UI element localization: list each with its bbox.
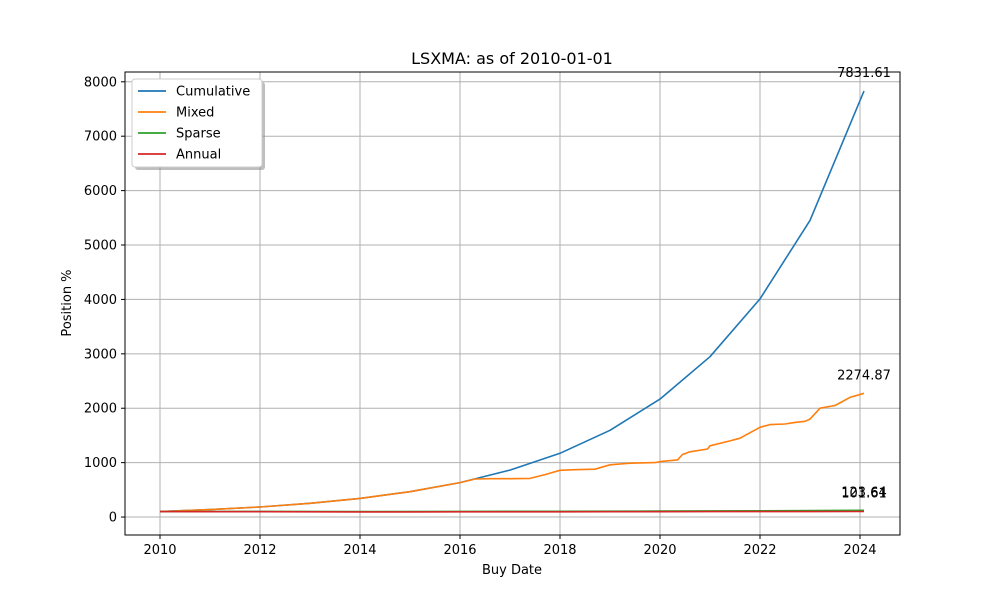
chart-title: LSXMA: as of 2010-01-01 bbox=[411, 49, 613, 68]
end-value-label-cumulative: 7831.61 bbox=[837, 66, 891, 81]
x-tick-label: 2022 bbox=[743, 543, 776, 558]
end-value-label-sparse: 123.64 bbox=[841, 485, 887, 500]
x-tick-label: 2024 bbox=[843, 543, 876, 558]
legend-label-sparse: Sparse bbox=[176, 127, 221, 142]
y-tick-label: 1000 bbox=[84, 456, 117, 471]
x-axis-ticks: 2010 2012 2014 2016 2018 2020 2022 2024 bbox=[143, 535, 877, 558]
y-axis-ticks: 0 1000 2000 3000 4000 5000 6000 7000 8000 bbox=[84, 75, 125, 526]
series-line-mixed bbox=[159, 392, 865, 513]
plot-frame bbox=[124, 71, 901, 536]
end-value-label-annual: 101.61 bbox=[841, 487, 887, 502]
x-tick-label: 2010 bbox=[143, 543, 176, 558]
x-axis-label: Buy Date bbox=[482, 563, 542, 578]
y-tick-label: 3000 bbox=[84, 347, 117, 362]
x-tick-label: 2020 bbox=[643, 543, 676, 558]
x-tick-label: 2014 bbox=[343, 543, 376, 558]
legend: Cumulative Mixed Sparse Annual bbox=[131, 78, 265, 170]
y-tick-label: 7000 bbox=[84, 130, 117, 145]
x-tick-label: 2012 bbox=[243, 543, 276, 558]
legend-box bbox=[131, 78, 263, 168]
y-tick-label: 4000 bbox=[84, 293, 117, 308]
legend-label-cumulative: Cumulative bbox=[176, 85, 250, 100]
y-tick-label: 8000 bbox=[84, 75, 117, 90]
y-tick-label: 6000 bbox=[84, 184, 117, 199]
legend-label-annual: Annual bbox=[176, 148, 221, 163]
y-tick-label: 0 bbox=[109, 511, 117, 526]
y-tick-label: 5000 bbox=[84, 239, 117, 254]
grid bbox=[125, 72, 900, 535]
series-lines bbox=[159, 90, 865, 513]
y-tick-label: 2000 bbox=[84, 402, 117, 417]
y-axis-label: Position % bbox=[60, 269, 75, 336]
x-tick-label: 2016 bbox=[443, 543, 476, 558]
end-value-label-mixed: 2274.87 bbox=[837, 368, 891, 383]
legend-label-mixed: Mixed bbox=[176, 106, 214, 121]
x-tick-label: 2018 bbox=[543, 543, 576, 558]
